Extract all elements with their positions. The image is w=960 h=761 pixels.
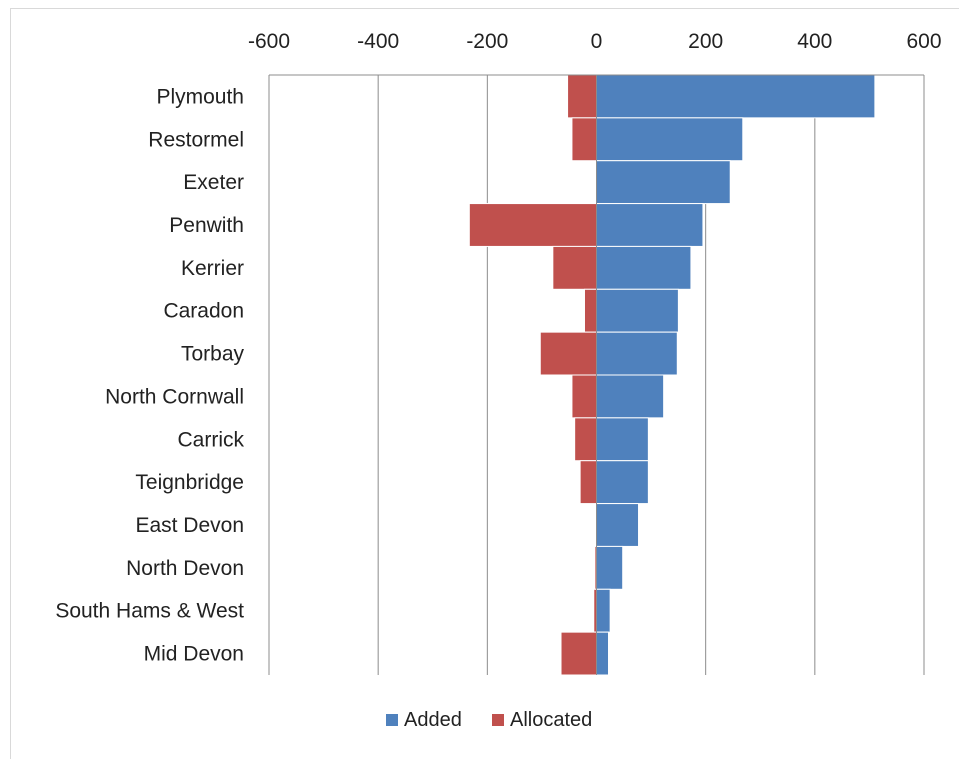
category-label: Torbay <box>181 343 245 366</box>
bar-allocated <box>560 631 597 676</box>
category-label: Caradon <box>163 300 244 323</box>
category-label: North Cornwall <box>105 385 244 408</box>
bar-added <box>596 545 624 590</box>
bar-added <box>596 160 731 205</box>
category-label: Teignbridge <box>135 471 244 494</box>
legend-swatch-added <box>386 714 398 726</box>
x-tick-label: -400 <box>357 30 399 53</box>
x-tick-label: -200 <box>466 30 508 53</box>
x-tick-label: 400 <box>797 30 832 53</box>
legend-label-added: Added <box>404 709 462 731</box>
bar-allocated <box>539 331 598 376</box>
x-tick-label: 600 <box>906 30 941 53</box>
bar-allocated <box>579 460 597 505</box>
category-label: Carrick <box>178 428 245 451</box>
bar-added <box>596 460 649 505</box>
category-label: East Devon <box>135 514 244 537</box>
bar-allocated <box>583 288 597 333</box>
category-label: North Devon <box>126 557 244 580</box>
axes <box>269 74 924 675</box>
bars <box>468 74 876 676</box>
category-label: Penwith <box>169 214 244 237</box>
bar-added <box>596 203 704 247</box>
bar-added <box>596 117 744 162</box>
labels: -600 -400 -200 0 200 400 600 Plymouth Restormel E… <box>55 30 941 666</box>
category-label: South Hams & West <box>55 600 244 623</box>
bar-allocated <box>468 203 597 247</box>
bar-allocated <box>574 417 598 462</box>
category-label: Exeter <box>183 171 244 194</box>
category-label: Kerrier <box>181 257 244 280</box>
bar-added <box>596 74 876 119</box>
legend-label-allocated: Allocated <box>510 709 592 731</box>
x-tick-label: -600 <box>248 30 290 53</box>
bar-added <box>596 417 649 462</box>
bar-added <box>596 331 678 376</box>
gridlines <box>268 75 925 675</box>
category-label: Mid Devon <box>144 643 244 666</box>
legend-swatch-allocated <box>492 714 504 726</box>
bar-allocated <box>567 74 598 119</box>
bar-added <box>596 631 610 676</box>
chart-frame <box>10 8 959 759</box>
x-tick-label: 200 <box>688 30 723 53</box>
category-label: Plymouth <box>156 85 244 108</box>
bar-allocated <box>571 117 597 162</box>
bar-added <box>596 288 679 333</box>
bar-added <box>596 503 640 547</box>
bar-allocated <box>552 245 597 290</box>
bar-added <box>596 245 692 290</box>
bar-added <box>596 374 665 419</box>
bar-allocated <box>571 374 597 419</box>
category-label: Restormel <box>148 128 244 151</box>
legend: Added Allocated <box>386 709 592 731</box>
x-tick-label: 0 <box>591 30 603 53</box>
bar-added <box>596 588 611 633</box>
